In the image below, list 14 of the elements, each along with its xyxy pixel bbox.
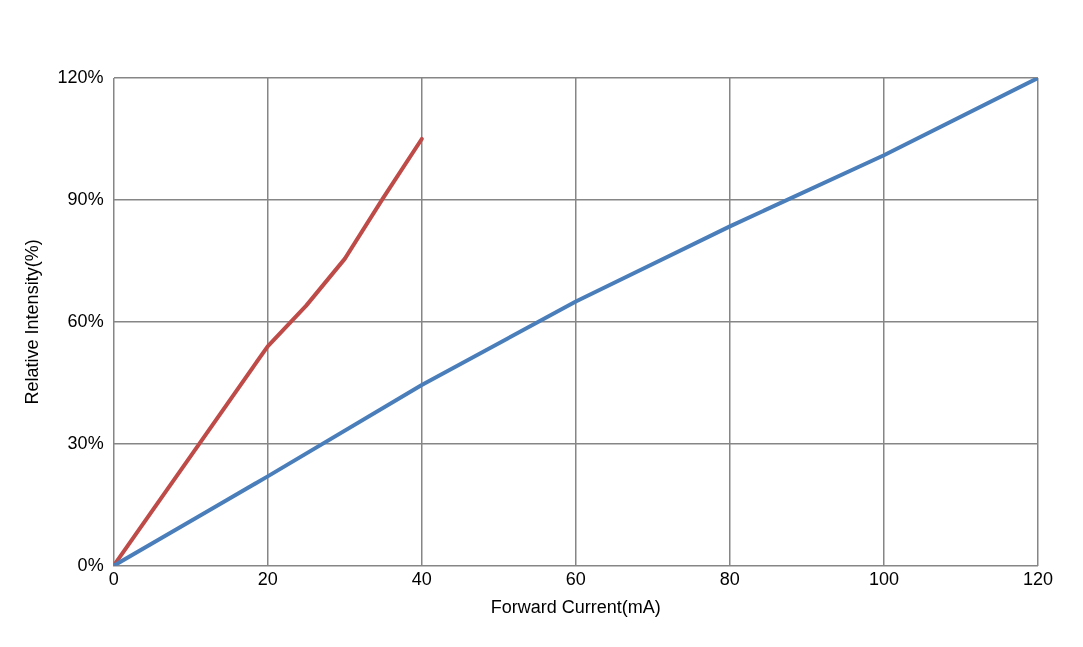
x-tick-label: 40 [411,568,432,589]
x-axis-title: Forward Current(mA) [490,597,661,618]
y-tick-label: 30% [67,432,104,453]
y-tick-label: 90% [67,188,104,209]
y-tick-label: 120% [57,66,104,87]
x-tick-label: 80 [719,568,740,589]
x-tick-label: 100 [868,568,899,589]
x-tick-label: 0 [108,568,119,589]
x-tick-label: 120 [1022,568,1054,589]
y-axis-title: Relative Intensity(%) [21,239,42,405]
y-tick-label: 0% [77,554,104,575]
y-tick-label: 60% [67,310,104,331]
x-tick-label: 60 [565,568,586,589]
x-tick-label: 20 [257,568,278,589]
